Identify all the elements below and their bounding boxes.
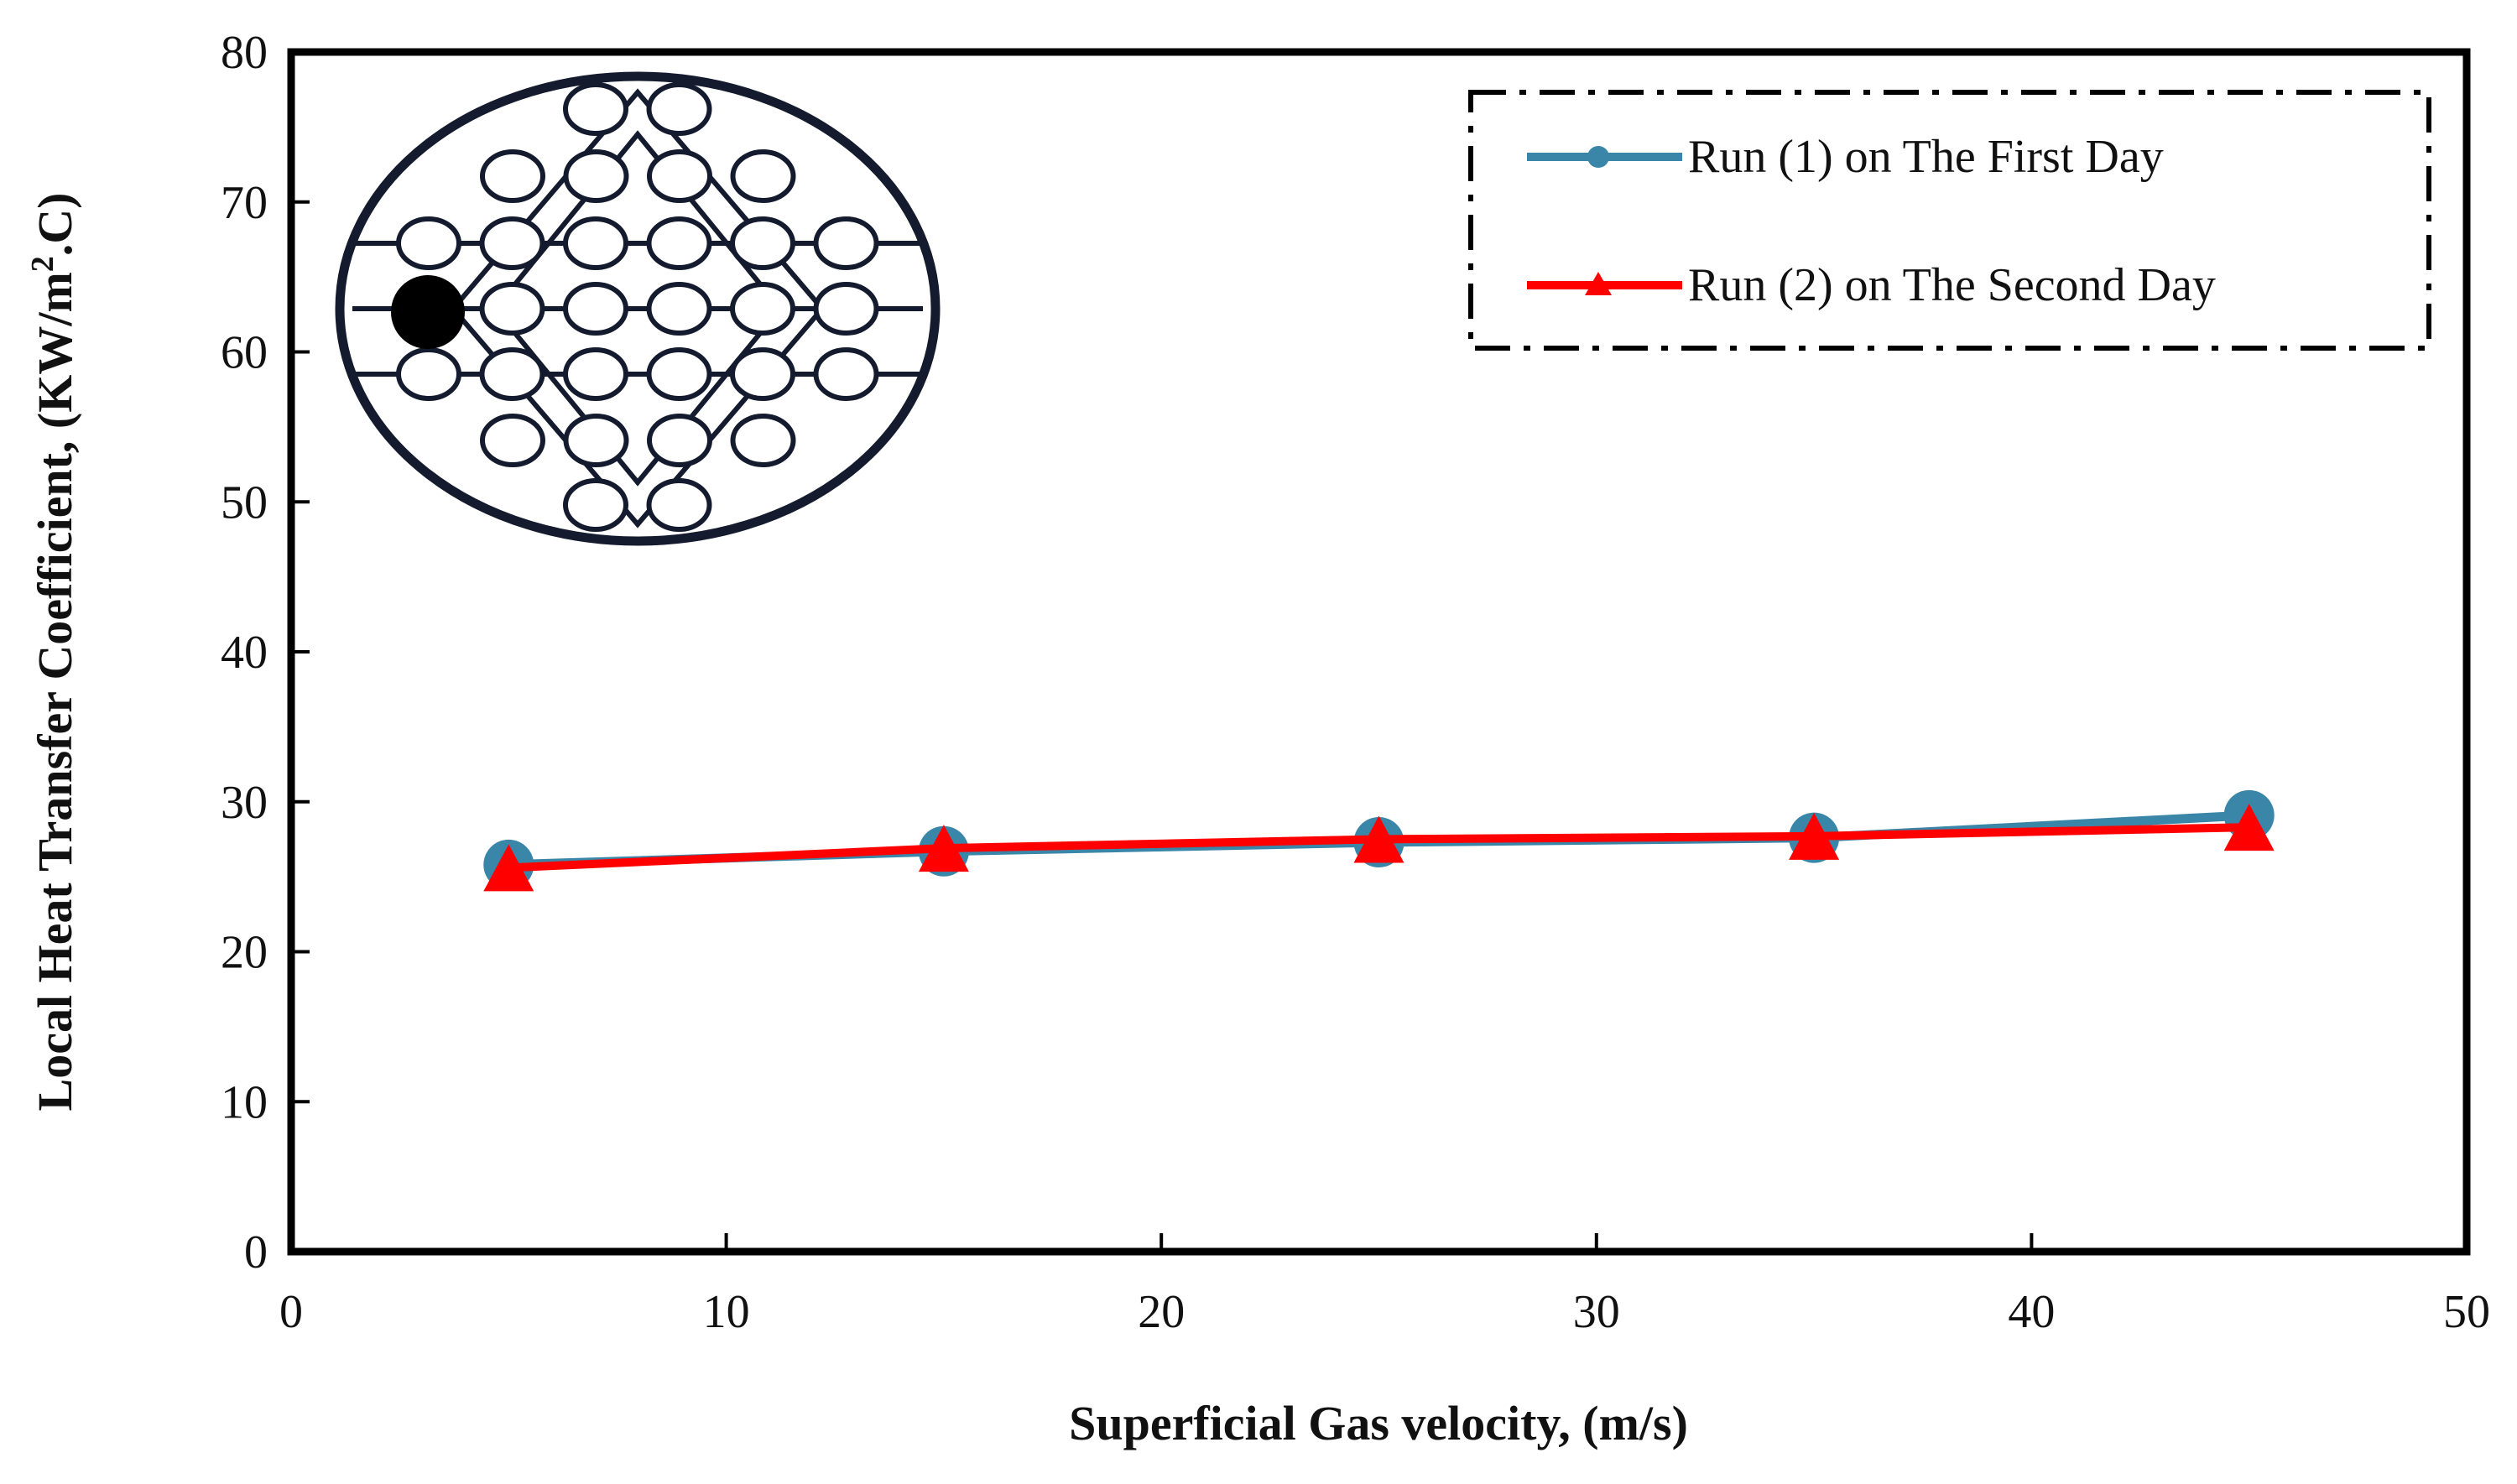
legend-label-series-2: Run (2) on The Second Day [1688, 259, 2216, 311]
tube [479, 282, 545, 336]
tube [730, 282, 795, 336]
legend-marker-series-1 [1587, 146, 1609, 168]
tube [647, 149, 712, 203]
tube [730, 414, 796, 467]
tube [646, 347, 712, 401]
tube [646, 82, 712, 136]
tube [396, 347, 461, 401]
x-tick-label: 40 [2008, 1286, 2055, 1338]
y-axis-title-main: Local Heat Transfer Coefficient, (KW/m [28, 272, 82, 1111]
tube [646, 216, 712, 270]
tube [479, 216, 545, 270]
y-axis-title: Local Heat Transfer Coefficient, (KW/m2.… [25, 193, 82, 1112]
tube [563, 149, 629, 203]
legend-box [1468, 90, 2431, 351]
tube [396, 216, 461, 270]
x-tick-label: 50 [2443, 1286, 2490, 1338]
tube [480, 149, 545, 203]
y-axis-title-tail: .C) [28, 193, 82, 257]
series-2-point [918, 825, 969, 872]
y-axis-title-superscript: 2 [25, 256, 60, 272]
tube [646, 282, 712, 336]
series-2-point [483, 844, 534, 892]
series-2-point [1789, 812, 1840, 860]
tube [646, 478, 712, 532]
y-tick-label: 40 [221, 627, 268, 679]
tube [563, 216, 628, 270]
y-tick-label: 10 [221, 1076, 268, 1128]
tube [563, 282, 628, 336]
x-tick-label: 20 [1138, 1286, 1185, 1338]
tube [813, 216, 879, 270]
tube [563, 347, 628, 401]
tube [730, 347, 795, 401]
y-tick-label: 30 [221, 777, 268, 829]
y-tick-label: 70 [221, 177, 268, 229]
tube-bundle-diagram [335, 71, 941, 546]
legend-marker-series-2 [1585, 272, 1612, 295]
measured-tube-marker [391, 275, 465, 349]
tube [563, 478, 628, 532]
y-tick-label: 20 [221, 927, 268, 979]
x-tick-label: 30 [1573, 1286, 1620, 1338]
tube [479, 347, 545, 401]
x-tick-label: 0 [279, 1286, 303, 1338]
legend: Run (1) on The First Day Run (2) on The … [1468, 90, 2431, 351]
x-axis-title: Superficial Gas velocity, (m/s) [1069, 1396, 1688, 1450]
y-tick-label: 80 [221, 27, 268, 79]
x-tick-label: 10 [703, 1286, 750, 1338]
tube [480, 414, 545, 467]
y-tick-label: 0 [244, 1226, 268, 1278]
series-layer [483, 789, 2275, 892]
tube [730, 216, 795, 270]
tube [813, 282, 879, 336]
x-axis: 0 10 20 30 40 50 [279, 1233, 2490, 1338]
tube [730, 149, 796, 203]
legend-label-series-1: Run (1) on The First Day [1688, 131, 2164, 183]
y-tick-label: 60 [221, 327, 268, 379]
y-axis: 0 10 20 30 40 50 60 70 80 [221, 27, 310, 1278]
tube [563, 82, 628, 136]
y-tick-label: 50 [221, 476, 268, 529]
series-2-point [2223, 804, 2275, 851]
tube [813, 347, 879, 401]
tube [647, 414, 712, 467]
tube [563, 414, 629, 467]
series-2-point [1353, 815, 1404, 863]
